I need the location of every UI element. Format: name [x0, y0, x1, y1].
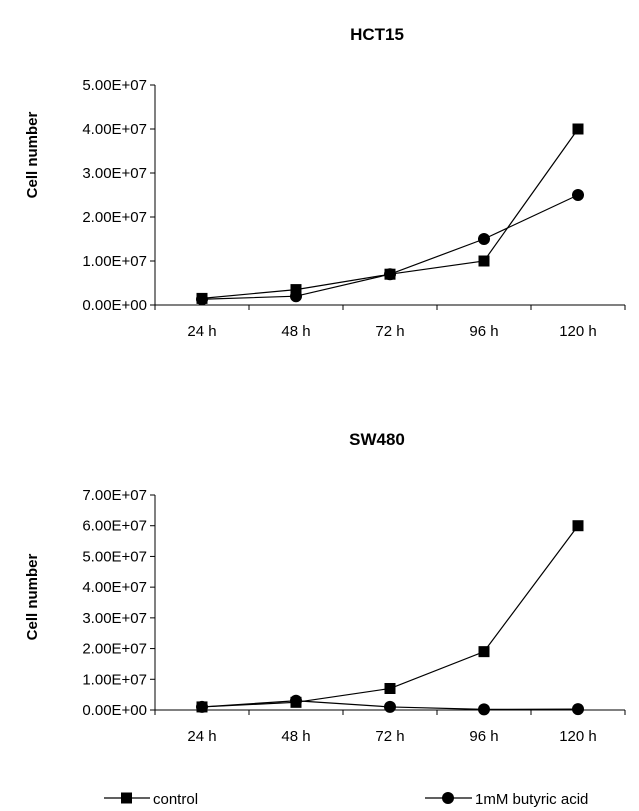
data-point-butyric: [290, 290, 302, 303]
x-tick-label: 120 h: [559, 728, 597, 745]
circle-marker-icon: [442, 792, 454, 804]
y-tick-label: 3.00E+07: [82, 610, 147, 627]
data-point-butyric: [384, 700, 396, 713]
y-tick-label: 5.00E+07: [82, 77, 147, 94]
y-tick-label: 2.00E+07: [82, 641, 147, 658]
x-tick-label: 72 h: [375, 728, 404, 745]
y-tick-label: 5.00E+07: [82, 548, 147, 565]
series-line-control: [201, 525, 579, 708]
y-tick-label: 1.00E+07: [82, 253, 147, 270]
data-point-control: [384, 683, 396, 694]
legend: control 1mM butyric acid: [104, 791, 588, 808]
x-tick-label: 24 h: [187, 728, 216, 745]
x-tick-label: 24 h: [187, 323, 216, 340]
data-point-butyric: [196, 700, 208, 713]
y-tick-label: 1.00E+07: [82, 671, 147, 688]
y-tick-label: 2.00E+07: [82, 209, 147, 226]
y-tick-label: 7.00E+07: [82, 487, 147, 504]
data-point-butyric: [384, 268, 396, 281]
data-point-control: [572, 520, 584, 532]
data-point-control: [478, 255, 490, 267]
plot-area: 0.00E+00 1.00E+07 2.00E+07 3.00E+07 4.00E+07…: [82, 487, 626, 745]
legend-label-control: control: [153, 791, 198, 808]
x-tick-label: 72 h: [375, 323, 404, 340]
legend-item-butyric: 1mM butyric acid: [425, 791, 588, 808]
y-tick-label: 3.00E+07: [82, 165, 147, 182]
y-tick-label: 0.00E+00: [82, 297, 147, 314]
chart-title: SW480: [349, 430, 405, 449]
x-tick-label: 96 h: [469, 728, 498, 745]
plot-area: 0.00E+00 1.00E+07 2.00E+07 3.00E+07 4.00E+07…: [82, 77, 626, 340]
y-tick-label: 6.00E+07: [82, 518, 147, 535]
chart-sw480: SW480 Cell number 0.00E+00 1.00E+07 2.00E+…: [24, 430, 626, 745]
legend-item-control: control: [104, 791, 198, 808]
legend-label-butyric: 1mM butyric acid: [475, 791, 588, 808]
y-tick-label: 0.00E+00: [82, 702, 147, 719]
x-tick-label: 96 h: [469, 323, 498, 340]
data-point-butyric: [478, 703, 490, 716]
y-axis-label: Cell number: [24, 111, 41, 198]
y-axis-label: Cell number: [24, 553, 41, 640]
data-point-control: [290, 284, 302, 296]
chart-hct15: HCT15 Cell number 0.00E+00 1.00E+07 2.00E+…: [24, 25, 626, 340]
y-tick-label: 4.00E+07: [82, 579, 147, 596]
data-point-butyric: [290, 694, 302, 707]
data-point-control: [572, 123, 584, 135]
y-tick-label: 4.00E+07: [82, 121, 147, 138]
square-marker-icon: [121, 792, 132, 804]
data-point-butyric: [572, 703, 584, 716]
data-point-butyric: [572, 189, 584, 201]
x-tick-label: 120 h: [559, 323, 597, 340]
data-point-butyric: [478, 233, 490, 245]
data-point-control: [478, 646, 490, 658]
data-point-butyric: [196, 293, 208, 306]
x-tick-label: 48 h: [281, 728, 310, 745]
chart-title: HCT15: [350, 25, 404, 44]
x-tick-label: 48 h: [281, 323, 310, 340]
series-line-butyric: [201, 194, 579, 300]
